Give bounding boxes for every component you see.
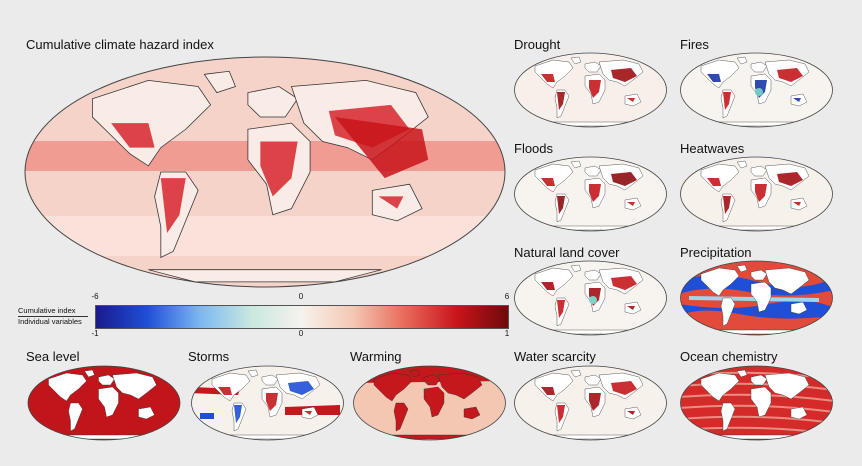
panel-title-storms: Storms [188, 349, 230, 364]
map-heatwaves [679, 156, 834, 232]
tick-top-mid: 0 [298, 292, 304, 301]
panel-title-sea-level: Sea level [26, 349, 80, 364]
panel-title-ocean-chemistry: Ocean chemistry [680, 349, 778, 364]
panel-title-drought: Drought [514, 37, 561, 52]
panel-title-fires: Fires [680, 37, 709, 52]
colorbar-legend: -6 0 6 Cumulative index Individual varia… [18, 292, 513, 338]
tick-top-max: 6 [504, 292, 510, 301]
map-water-scarcity [513, 365, 668, 441]
panel-title-water-scarcity: Water scarcity [514, 349, 596, 364]
map-natural-land-cover [513, 260, 668, 336]
map-warming [352, 365, 507, 441]
main-map-title: Cumulative climate hazard index [26, 37, 214, 52]
colorbar-gradient [95, 305, 509, 329]
colorbar-top-label: Cumulative index [18, 306, 76, 315]
map-drought [513, 52, 668, 128]
tick-bottom-max: 1 [504, 329, 510, 338]
panel-title-natural-land-cover: Natural land cover [514, 245, 620, 260]
tick-bottom-min: -1 [91, 329, 99, 338]
map-storms [190, 365, 345, 441]
map-precipitation [679, 260, 834, 336]
panel-title-warming: Warming [350, 349, 402, 364]
tick-top-min: -6 [91, 292, 99, 301]
panel-title-precipitation: Precipitation [680, 245, 752, 260]
map-sea-level [25, 365, 183, 441]
map-floods [513, 156, 668, 232]
panel-title-heatwaves: Heatwaves [680, 141, 745, 156]
map-ocean-chemistry [679, 365, 834, 441]
cumulative-hazard-map [24, 56, 506, 288]
tick-bottom-mid: 0 [298, 329, 304, 338]
map-fires [679, 52, 834, 128]
panel-title-floods: Floods [514, 141, 554, 156]
colorbar-bottom-label: Individual variables [18, 317, 82, 326]
